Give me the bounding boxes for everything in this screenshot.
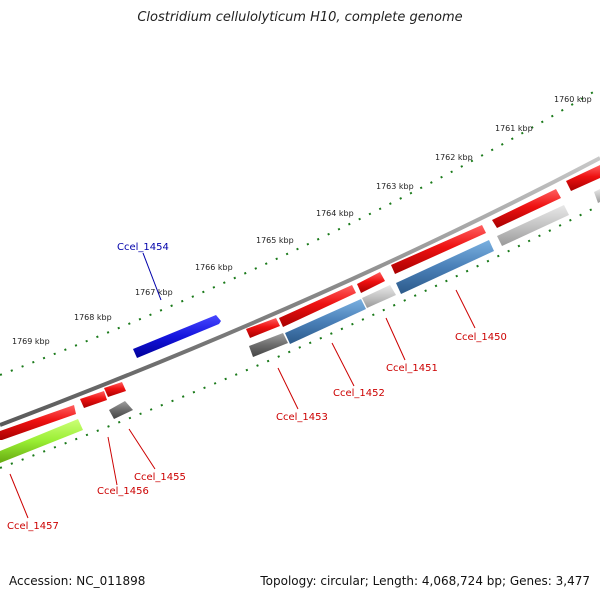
- gene-reverse-right-b[interactable]: [594, 189, 600, 203]
- label-ccel-1455[interactable]: Ccel_1455: [134, 472, 186, 483]
- label-ccel-1457[interactable]: Ccel_1457: [7, 521, 59, 532]
- scale-label-1764: 1764 kbp: [316, 209, 354, 218]
- gene-ccel-1452-reverse[interactable]: [285, 299, 366, 344]
- reverse-genes: [0, 189, 600, 463]
- gene-ccel-1450-forward[interactable]: [391, 225, 486, 274]
- label-leaders: [9, 252, 476, 519]
- gene-ccel-1457-forward[interactable]: [0, 405, 76, 440]
- scale-label-1760: 1760 kbp: [554, 95, 592, 104]
- scale-label-1762: 1762 kbp: [435, 153, 473, 162]
- outer-scale-ticks: [0, 87, 600, 376]
- label-ccel-1450[interactable]: Ccel_1450: [455, 332, 507, 343]
- gene-ccel-1453-reverse[interactable]: [249, 333, 288, 357]
- leader-ccel-1450: [455, 289, 476, 329]
- leader-ccel-1457: [9, 473, 29, 519]
- gene-forward-right-b[interactable]: [566, 165, 600, 191]
- map-title: Clostridium cellulolyticum H10, complete…: [137, 10, 463, 25]
- label-ccel-1451[interactable]: Ccel_1451: [386, 363, 438, 374]
- scale-label-1765: 1765 kbp: [256, 236, 294, 245]
- genome-summary: Topology: circular; Length: 4,068,724 bp…: [260, 574, 590, 588]
- label-ccel-1453[interactable]: Ccel_1453: [276, 412, 328, 423]
- gene-ccel-1456-forward[interactable]: [80, 391, 107, 408]
- gene-ccel-1455-reverse[interactable]: [109, 401, 133, 419]
- forward-genes: [0, 165, 600, 440]
- gene-labels: Ccel_1454 Ccel_1450 Ccel_1451 Ccel_1452 …: [7, 242, 507, 532]
- gene-ccel-1451-reverse[interactable]: [362, 285, 396, 308]
- leader-ccel-1454: [142, 252, 162, 301]
- leader-ccel-1456: [107, 436, 118, 486]
- gene-ccel-1451-forward[interactable]: [357, 272, 385, 293]
- label-ccel-1452[interactable]: Ccel_1452: [333, 388, 385, 399]
- scale-label-1766: 1766 kbp: [195, 263, 233, 272]
- gene-forward-right-a[interactable]: [492, 189, 561, 228]
- gene-ccel-1457-reverse[interactable]: [0, 419, 83, 463]
- leader-ccel-1451: [385, 317, 406, 361]
- leader-ccel-1452: [331, 342, 355, 387]
- gene-ccel-1452-forward[interactable]: [279, 285, 356, 327]
- gene-ccel-1454[interactable]: [133, 315, 221, 358]
- gene-ccel-1453-forward[interactable]: [246, 318, 280, 338]
- scale-label-1763: 1763 kbp: [376, 182, 414, 191]
- scale-label-1767: 1767 kbp: [135, 288, 173, 297]
- accession-info: Accession: NC_011898: [9, 574, 146, 588]
- label-ccel-1456[interactable]: Ccel_1456: [97, 486, 149, 497]
- genome-backbone: [0, 156, 600, 427]
- scale-labels: 1760 kbp 1761 kbp 1762 kbp 1763 kbp 1764…: [12, 95, 592, 346]
- scale-label-1769: 1769 kbp: [12, 337, 50, 346]
- gene-ccel-1455-forward[interactable]: [104, 382, 126, 397]
- leader-ccel-1455: [128, 428, 156, 470]
- leader-ccel-1453: [277, 367, 299, 410]
- gene-ccel-1450-reverse[interactable]: [396, 240, 494, 294]
- gene-reverse-right-a[interactable]: [497, 205, 569, 246]
- scale-label-1761: 1761 kbp: [495, 124, 533, 133]
- label-ccel-1454[interactable]: Ccel_1454: [117, 242, 169, 253]
- scale-label-1768: 1768 kbp: [74, 313, 112, 322]
